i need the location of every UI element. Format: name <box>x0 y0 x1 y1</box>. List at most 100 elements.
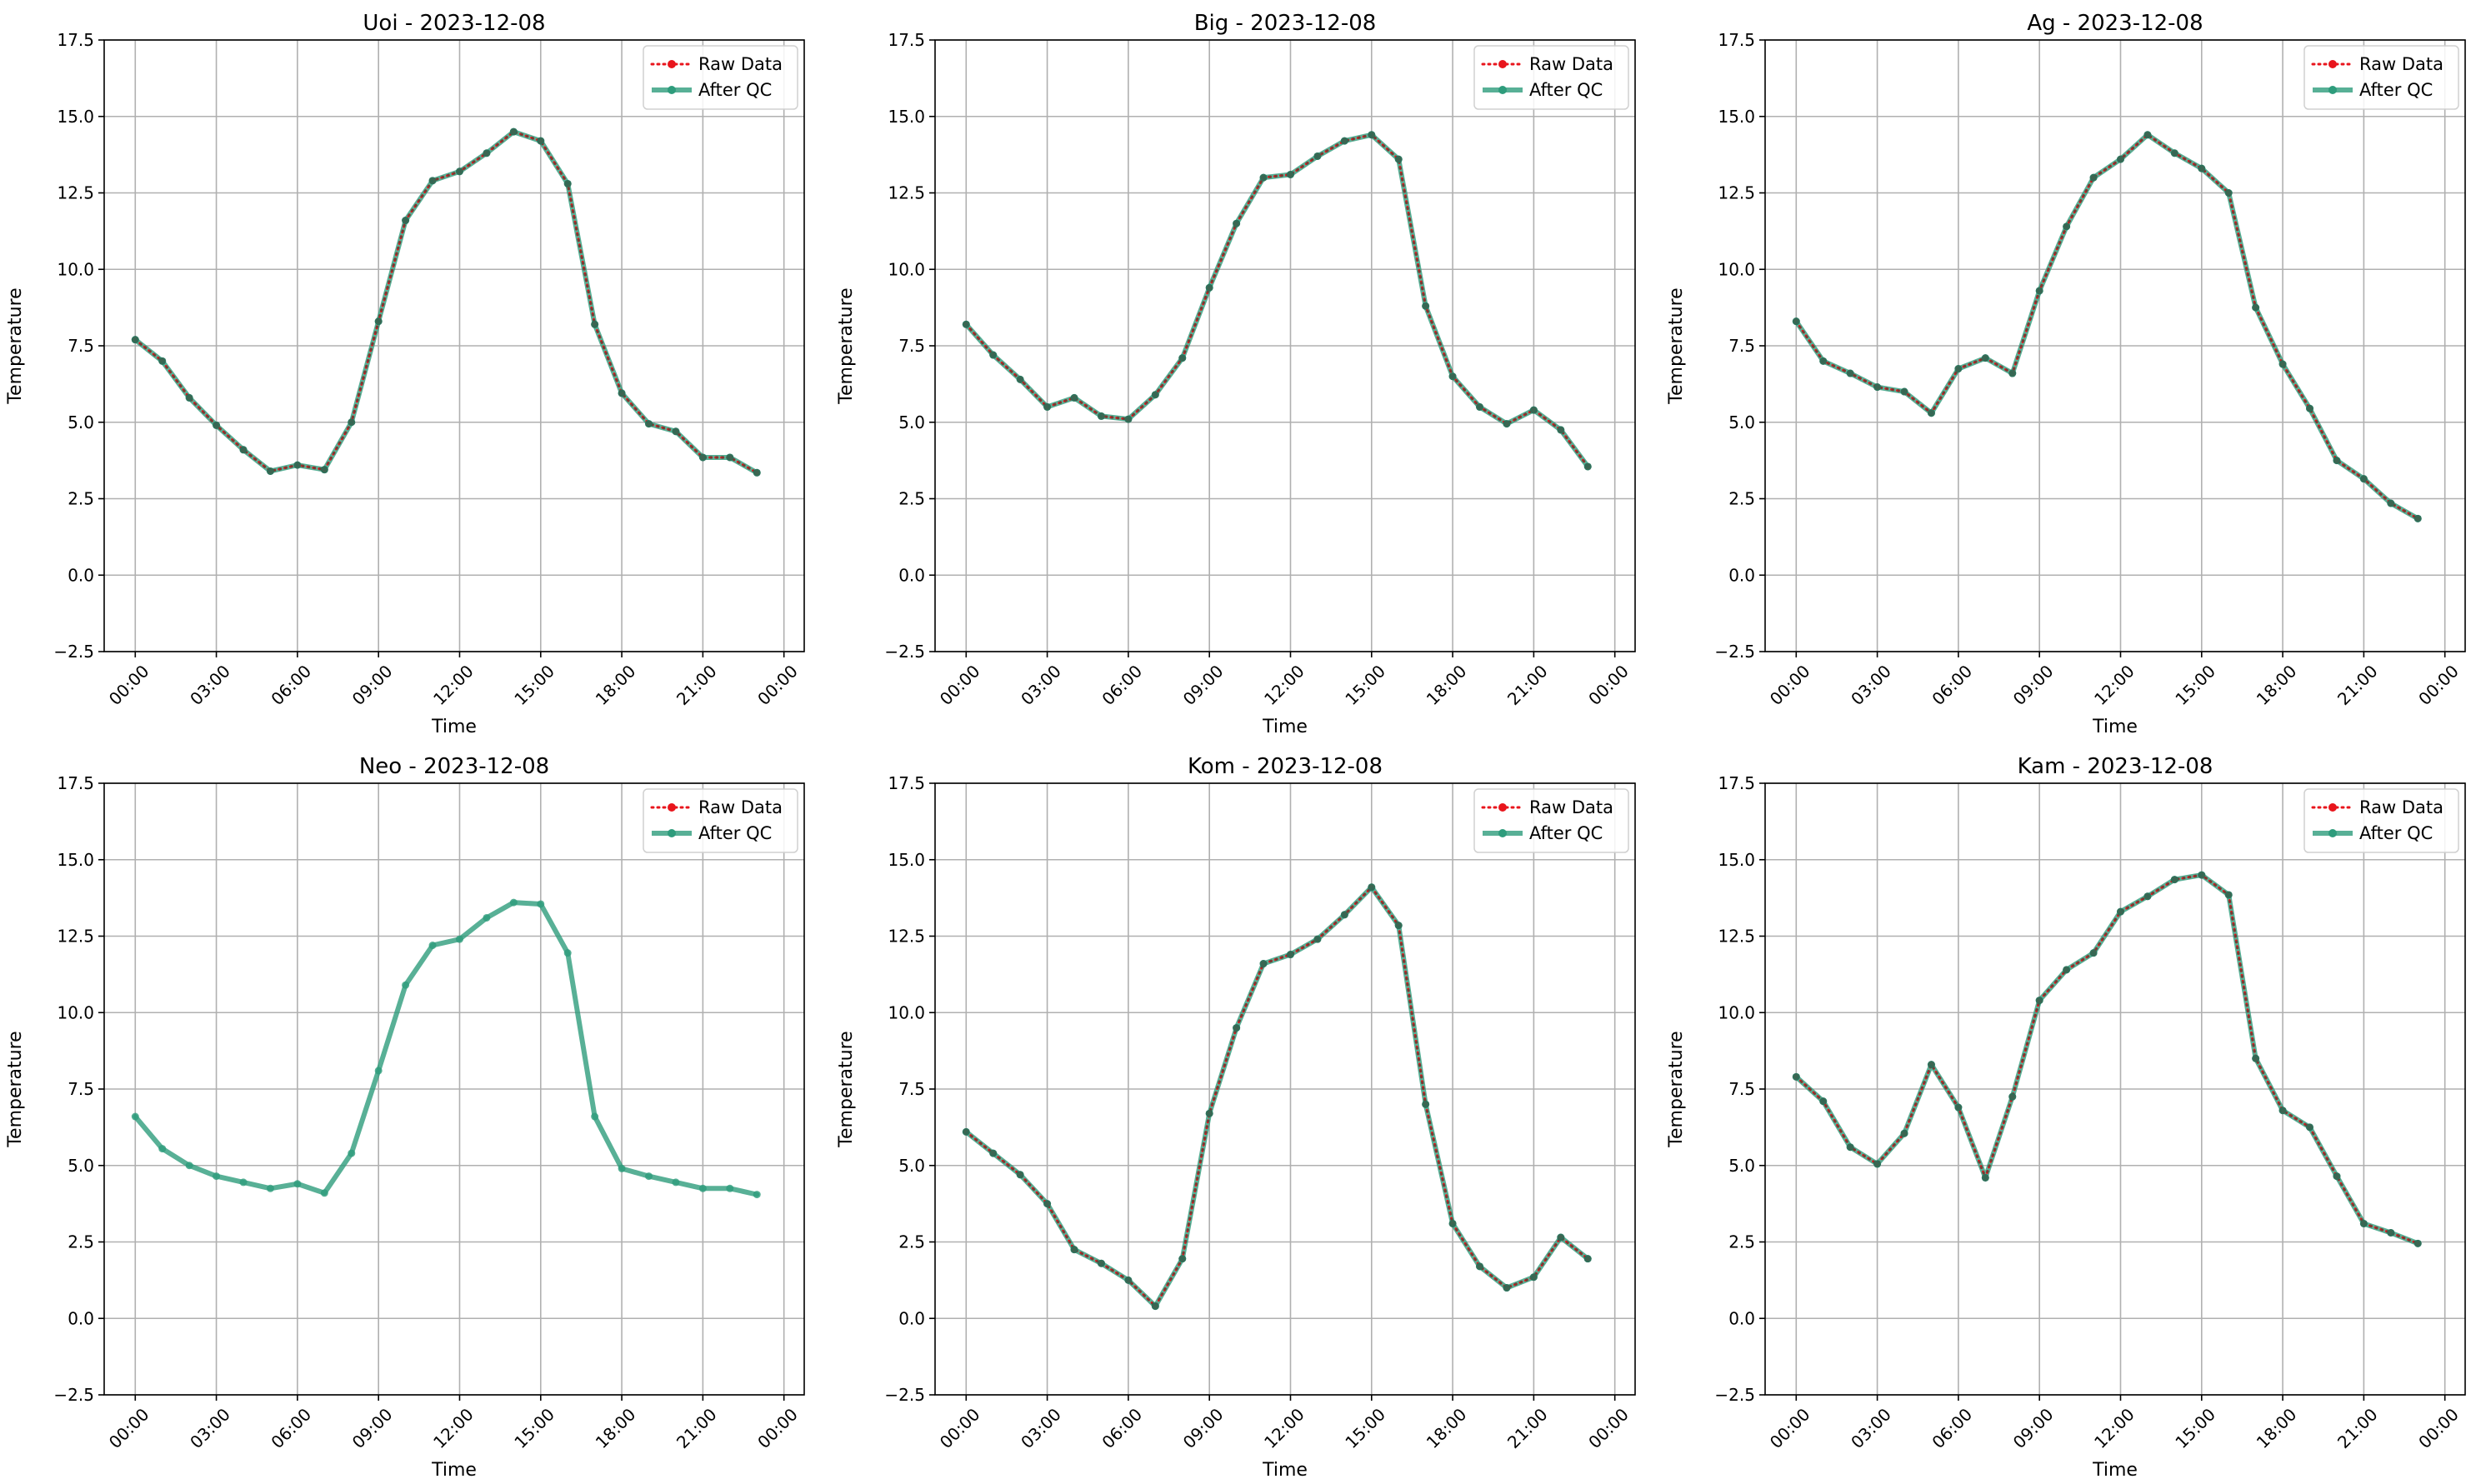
x-tick-label: 18:00 <box>592 661 640 709</box>
after-qc-point <box>1557 1233 1565 1242</box>
after-qc-point <box>2170 876 2178 884</box>
x-tick-label: 00:00 <box>2414 661 2463 709</box>
after-qc-point <box>483 913 491 922</box>
y-tick-label: 17.5 <box>57 30 94 50</box>
y-tick-label: 0.0 <box>1728 565 1755 585</box>
y-tick-label: 12.5 <box>888 927 925 947</box>
legend-raw-label: Raw Data <box>698 54 783 74</box>
after-qc-point <box>1927 1061 1935 1069</box>
after-qc-point <box>1422 302 1430 310</box>
x-axis-label: Time <box>431 1460 477 1481</box>
after-qc-point <box>2252 1054 2260 1062</box>
after-qc-point <box>185 393 193 402</box>
x-tick-label: 03:00 <box>1017 661 1065 709</box>
x-tick-label: 06:00 <box>1098 661 1146 709</box>
after-qc-point <box>2063 966 2071 974</box>
after-qc-point <box>1873 1160 1882 1168</box>
after-qc-point <box>2198 164 2206 172</box>
y-tick-label: 12.5 <box>57 927 94 947</box>
legend: Raw Data After QC <box>643 45 798 110</box>
after-qc-point <box>672 1178 680 1187</box>
y-tick-label: 10.0 <box>888 1002 925 1022</box>
after-qc-point <box>1286 170 1294 178</box>
y-tick-label: −2.5 <box>1714 642 1755 662</box>
y-tick-label: 17.5 <box>57 773 94 793</box>
after-qc-point <box>537 137 545 145</box>
x-tick-label: 00:00 <box>753 1404 802 1452</box>
after-qc-point <box>618 389 626 397</box>
after-qc-point <box>131 336 139 344</box>
after-qc-point <box>563 949 572 957</box>
legend: Raw Data After QC <box>2303 788 2459 853</box>
y-tick-label: 15.0 <box>57 107 94 127</box>
x-axis-label: Time <box>2092 1460 2138 1481</box>
after-qc-point <box>348 418 356 427</box>
after-qc-point <box>158 357 167 365</box>
y-tick-label: 17.5 <box>888 773 925 793</box>
subplot-title: Kom - 2023-12-08 <box>1188 754 1383 779</box>
after-qc-point <box>2116 907 2124 916</box>
legend-raw-marker <box>2328 60 2337 68</box>
x-tick-label: 12:00 <box>429 661 478 709</box>
after-qc-point <box>1792 317 1800 326</box>
after-qc-point <box>1503 420 1511 428</box>
x-tick-label: 15:00 <box>510 661 558 709</box>
after-qc-point <box>645 1172 653 1181</box>
subplot-3: −2.5 0.0 2.5 5.0 7.5 10.0 12.5 15.0 17.5 00:00 03:… <box>1666 11 2466 737</box>
y-tick-label: 7.5 <box>68 1079 94 1099</box>
x-tick-label: 03:00 <box>186 661 234 709</box>
y-tick-label: 15.0 <box>888 107 925 127</box>
legend-raw-label: Raw Data <box>1529 797 1613 817</box>
after-qc-point <box>2116 155 2124 163</box>
after-qc-point <box>698 453 707 462</box>
y-tick-label: 10.0 <box>1718 1002 1755 1022</box>
after-qc-point <box>1097 1259 1105 1267</box>
after-qc-point <box>1873 383 1882 392</box>
legend-box <box>643 45 798 110</box>
after-qc-point <box>726 453 734 462</box>
after-qc-point <box>374 317 383 326</box>
y-tick-label: 2.5 <box>1728 1232 1755 1252</box>
after-qc-point <box>2333 457 2341 465</box>
x-tick-label: 15:00 <box>510 1404 558 1452</box>
x-tick-label: 06:00 <box>267 1404 315 1452</box>
after-qc-point <box>1819 357 1828 365</box>
x-tick-label: 09:00 <box>1179 1404 1228 1452</box>
after-qc-point <box>158 1145 167 1153</box>
after-qc-point <box>1233 1024 1241 1032</box>
after-qc-point <box>2306 1123 2314 1132</box>
y-tick-label: 2.5 <box>68 1232 94 1252</box>
x-axis-label: Time <box>2092 717 2138 737</box>
y-axis-label: Temperature <box>836 1031 857 1147</box>
y-tick-label: −2.5 <box>1714 1385 1755 1405</box>
x-tick-label: 06:00 <box>267 661 315 709</box>
subplot-1: −2.5 0.0 2.5 5.0 7.5 10.0 12.5 15.0 17.5 00:00 03:… <box>5 11 805 737</box>
x-tick-label: 09:00 <box>348 1404 397 1452</box>
legend-qc-marker <box>668 86 676 94</box>
x-tick-label: 03:00 <box>186 1404 234 1452</box>
subplot-6: −2.5 0.0 2.5 5.0 7.5 10.0 12.5 15.0 17.5 00:00 03:… <box>1666 754 2466 1481</box>
after-qc-point <box>1394 155 1403 163</box>
after-qc-point <box>2089 949 2098 957</box>
after-qc-point <box>1016 375 1024 383</box>
legend-raw-label: Raw Data <box>1529 54 1613 74</box>
legend-raw-marker <box>668 803 676 812</box>
after-qc-point <box>1124 1276 1133 1284</box>
y-tick-label: −2.5 <box>884 642 925 662</box>
after-qc-point <box>374 1067 383 1075</box>
after-qc-point <box>1259 960 1268 968</box>
after-qc-point <box>1205 283 1213 292</box>
after-qc-point <box>239 446 248 454</box>
x-tick-label: 12:00 <box>2090 661 2138 709</box>
x-tick-label: 18:00 <box>2253 1404 2301 1452</box>
legend-qc-marker <box>2328 829 2337 837</box>
y-axis-label: Temperature <box>5 287 26 404</box>
y-tick-label: 5.0 <box>1728 1156 1755 1176</box>
legend-qc-label: After QC <box>2359 823 2433 843</box>
legend-raw-marker <box>1498 803 1507 812</box>
after-qc-point <box>1819 1097 1828 1106</box>
y-tick-label: 7.5 <box>898 1079 925 1099</box>
after-qc-point <box>2278 360 2287 368</box>
subplot-title: Uoi - 2023-12-08 <box>363 11 545 36</box>
legend-qc-marker <box>1498 829 1507 837</box>
